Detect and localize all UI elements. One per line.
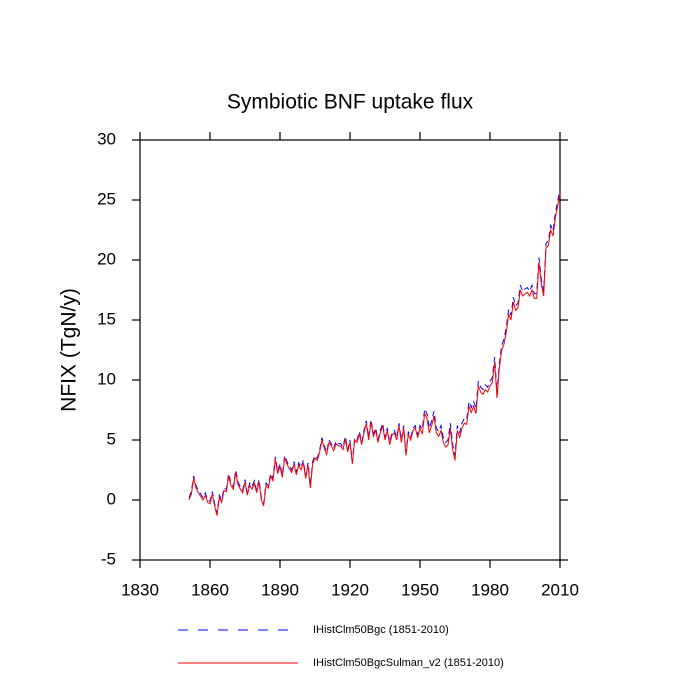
x-tick-label: 1890 bbox=[261, 580, 299, 599]
series-line bbox=[188, 189, 561, 514]
chart-title: Symbiotic BNF uptake flux bbox=[227, 91, 474, 114]
series-line bbox=[188, 193, 561, 516]
x-tick-label: 1920 bbox=[331, 580, 369, 599]
x-tick-label: 1830 bbox=[121, 580, 159, 599]
legend-label: IHistClm50BgcSulman_v2 (1851-2010) bbox=[313, 657, 504, 669]
y-tick-label: 10 bbox=[97, 369, 116, 388]
legend-label: IHistClm50Bgc (1851-2010) bbox=[313, 624, 449, 636]
y-tick-label: 25 bbox=[97, 189, 116, 208]
y-tick-label: 5 bbox=[107, 429, 116, 448]
y-axis-label: NFIX (TgN/y) bbox=[58, 288, 81, 412]
y-tick-label: 0 bbox=[107, 489, 116, 508]
x-tick-label: 2010 bbox=[541, 580, 579, 599]
y-tick-label: -5 bbox=[101, 549, 116, 568]
y-tick-label: 15 bbox=[97, 309, 116, 328]
x-tick-label: 1860 bbox=[191, 580, 229, 599]
y-tick-label: 30 bbox=[97, 129, 116, 148]
x-tick-label: 1950 bbox=[401, 580, 439, 599]
y-tick-label: 20 bbox=[97, 249, 116, 268]
x-tick-label: 1980 bbox=[471, 580, 509, 599]
